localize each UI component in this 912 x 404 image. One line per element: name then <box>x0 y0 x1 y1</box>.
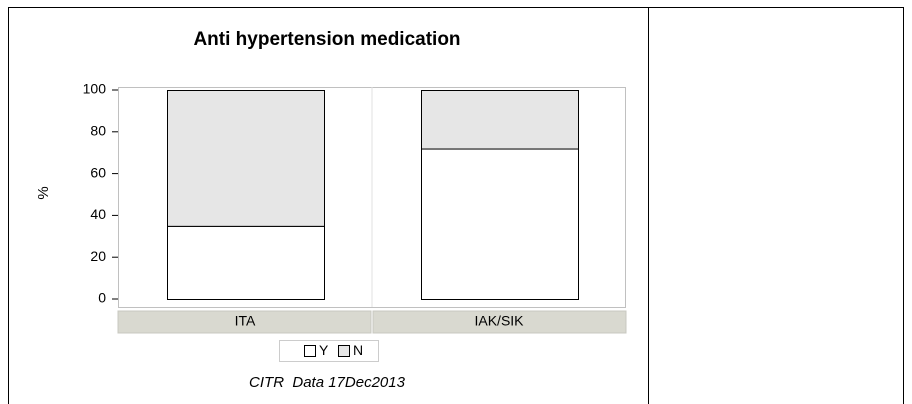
y-tick-label: 40 <box>90 206 106 222</box>
legend-label: Y <box>319 342 329 358</box>
legend-label: N <box>353 342 363 358</box>
bar-segment <box>167 225 325 301</box>
x-tick-label: ITA <box>235 313 256 329</box>
y-tick-label: 100 <box>83 81 107 97</box>
y-tick-label: 0 <box>98 290 106 306</box>
bar-segment <box>167 90 325 227</box>
bar-segment <box>421 90 579 150</box>
chart-title: Anti hypertension medication <box>193 29 460 50</box>
legend-frame <box>279 340 379 362</box>
x-tick-label: IAK/SIK <box>474 313 524 329</box>
outer-frame <box>8 7 904 404</box>
category-strip <box>117 310 372 334</box>
legend-swatch <box>338 345 350 357</box>
category-strip <box>372 310 627 334</box>
y-tick-label: 80 <box>90 123 106 139</box>
legend-swatch <box>304 345 316 357</box>
y-axis-label: % <box>35 186 52 199</box>
y-tick-label: 20 <box>90 248 106 264</box>
bar-segment <box>421 148 579 300</box>
footnote: CITR Data 17Dec2013 <box>249 374 406 391</box>
y-tick-label: 60 <box>90 164 106 180</box>
